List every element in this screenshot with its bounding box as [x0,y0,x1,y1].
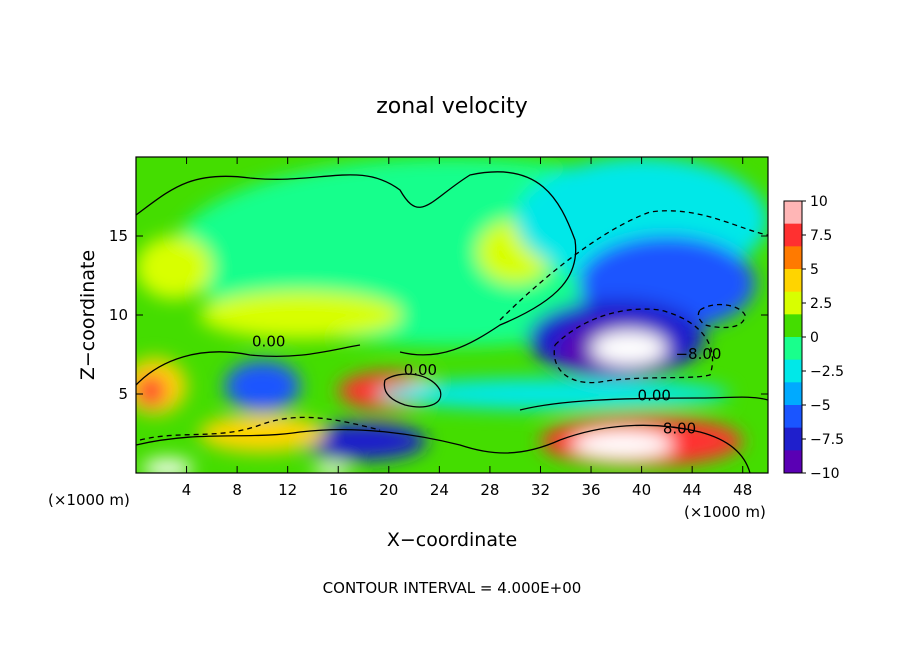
contour-zero-lower [519,396,768,411]
plot-area: 0.000.000.008.00−8.00 4 8 12 16 20 24 28 32 36 40… [109,156,769,499]
x-tick-label-11: 48 [733,481,752,499]
contour-zero-bottom [136,429,561,454]
field-blob-15 [199,414,326,453]
colorbar-label-3: 2.5 [810,296,832,312]
colorbar-label-1: 7.5 [810,228,832,244]
field-blob-1 [136,236,212,300]
colorbar-segment-7 [784,359,802,383]
x-unit-right: (×1000 m) [684,503,766,521]
colorbar-label-5: −2.5 [810,364,844,380]
x-tick-label-5: 24 [430,481,449,499]
chart-title: zonal velocity [376,94,528,119]
contour-label-4: −8.00 [675,345,721,363]
contour-zero-top [136,171,577,356]
contour-label-0: 0.00 [252,333,285,351]
contour-neg-core [553,308,714,384]
x-tick-label-0: 4 [182,481,192,499]
field-blob-20 [376,378,731,410]
colorbar-segment-5 [784,314,802,338]
colorbar: 10 7.5 5 2.5 0 −2.5 −5 −7.5 −10 [783,194,844,482]
colorbar-segment-10 [784,427,802,451]
contour-label-2: 0.00 [638,386,671,404]
contour-label-3: 8.00 [663,420,696,438]
x-axis-label: X−coordinate [387,529,517,551]
contour-eight-center [383,373,442,408]
y-tick-label-1: 10 [109,306,128,324]
field-blob-10 [136,375,167,407]
field-blob-18 [142,458,193,473]
colorbar-segment-1 [784,223,802,247]
colorbar-label-6: −5 [810,398,831,414]
contour-neg-upper [499,210,768,321]
contour-neg-right [697,303,746,329]
colorbar-segment-4 [784,291,802,315]
colorbar-segment-9 [784,405,802,429]
contour-label-1: 0.00 [404,361,437,379]
y-ticks: 5 10 15 [109,227,768,403]
x-tick-label-3: 16 [329,481,348,499]
colorbar-segment-2 [784,246,802,270]
colorbar-segment-3 [784,269,802,293]
colorbar-label-8: −10 [810,466,840,482]
field-blob-19 [312,463,351,473]
contour-zero-mid [136,344,361,386]
colorbar-segment-6 [784,337,802,361]
contour-lines [136,171,768,473]
field-blob-3 [199,291,402,339]
contour-eight-lower [559,424,751,473]
x-ticks: 4 8 12 16 20 24 28 32 36 40 44 48 [182,157,752,499]
y-tick-label-2: 15 [109,227,128,245]
colorbar-segment-0 [784,201,802,225]
contour-labels: 0.00 0.00 0.00 8.00 −8.00 [252,333,721,438]
contour-neg-bottom [139,416,381,441]
field-blob-11 [224,360,301,412]
y-tick-label-0: 5 [118,385,128,403]
x-tick-label-7: 32 [531,481,550,499]
contour-interval-footer: CONTOUR INTERVAL = 4.000E+00 [323,579,582,597]
colorbar-label-4: 0 [810,330,819,346]
y-axis-label: Z−coordinate [77,250,99,380]
field-blob-8 [591,330,667,366]
colorbar-label-7: −7.5 [810,432,844,448]
x-tick-label-4: 20 [379,481,398,499]
field-features [136,157,768,473]
x-tick-label-1: 8 [232,481,242,499]
colorbar-label-0: 10 [810,194,828,210]
x-tick-label-2: 12 [278,481,297,499]
colorbar-label-2: 5 [810,262,819,278]
colorbar-segment-8 [784,382,802,406]
x-unit-left: (×1000 m) [48,491,130,509]
x-tick-label-10: 44 [683,481,702,499]
x-tick-label-8: 36 [581,481,600,499]
field-blob-14 [300,422,427,461]
x-tick-label-9: 40 [632,481,651,499]
colorbar-segment-11 [784,450,802,474]
field-blob-17 [572,430,674,459]
x-tick-label-6: 28 [480,481,499,499]
